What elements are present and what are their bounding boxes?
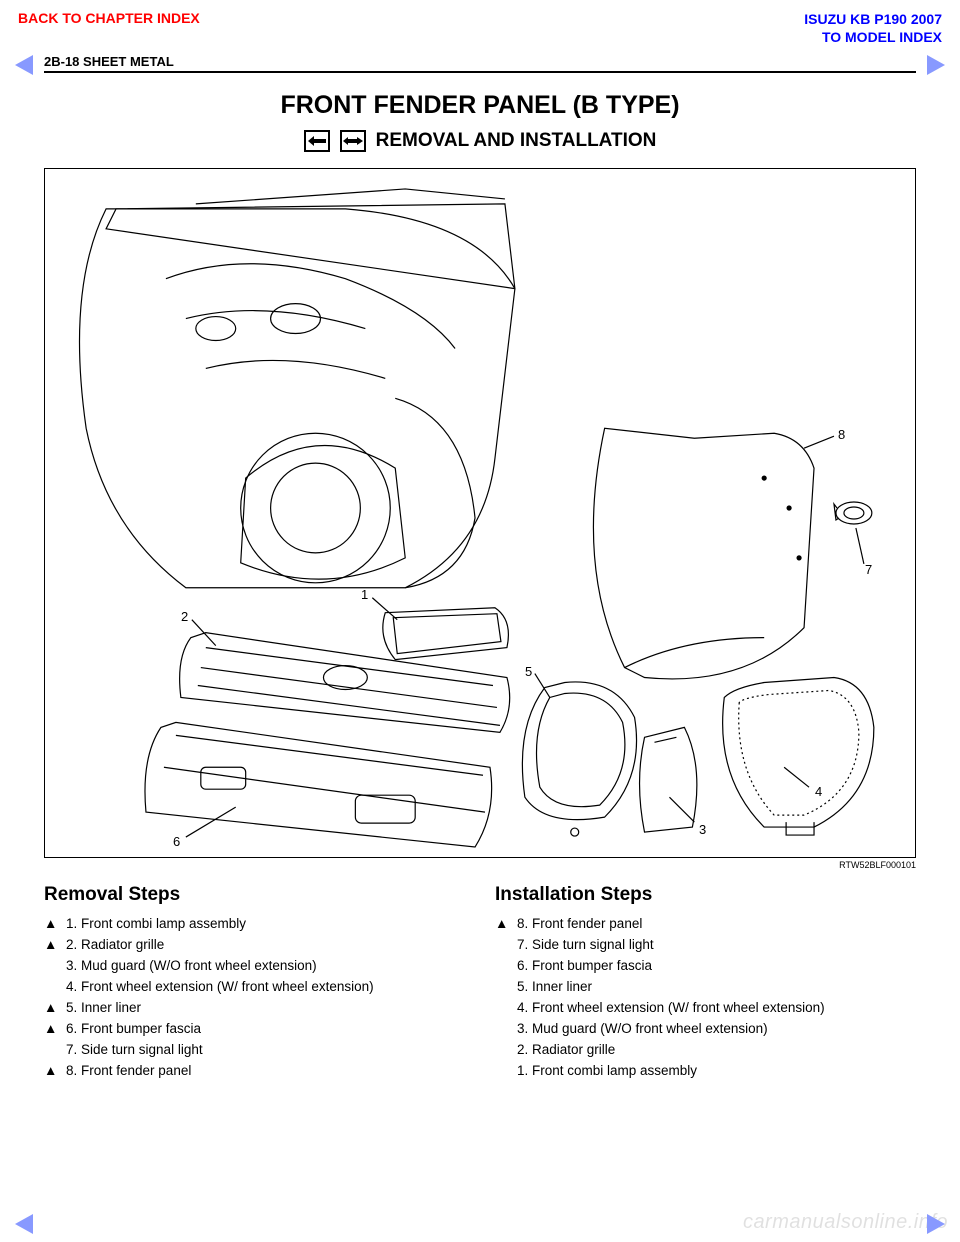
triangle-marker-icon: ▲	[44, 1061, 66, 1082]
callout-4: 4	[815, 784, 822, 799]
exploded-diagram: 1 2 3 4 5 6 7 8	[44, 168, 916, 858]
triangle-marker-icon: ▲	[495, 914, 517, 935]
removal-step-text: 2. Radiator grille	[66, 935, 465, 956]
callout-6: 6	[173, 834, 180, 849]
triangle-marker-icon	[44, 977, 66, 998]
callout-2: 2	[181, 609, 188, 624]
installation-step: ▲8. Front fender panel	[495, 914, 916, 935]
triangle-marker-icon: ▲	[44, 1019, 66, 1040]
removal-step: ▲8. Front fender panel	[44, 1061, 465, 1082]
installation-title: Installation Steps	[495, 884, 916, 906]
triangle-marker-icon	[495, 956, 517, 977]
callout-1: 1	[361, 587, 368, 602]
installation-step-text: 8. Front fender panel	[517, 914, 916, 935]
removal-step-text: 3. Mud guard (W/O front wheel extension)	[66, 956, 465, 977]
installation-step: 6. Front bumper fascia	[495, 956, 916, 977]
page-title: FRONT FENDER PANEL (B TYPE)	[0, 91, 960, 120]
prev-page-bottom-arrow-icon[interactable]	[15, 1214, 33, 1234]
installation-step-text: 2. Radiator grille	[517, 1040, 916, 1061]
callout-8: 8	[838, 427, 845, 442]
callout-7: 7	[865, 562, 872, 577]
installation-icon	[340, 130, 366, 152]
installation-step: 1. Front combi lamp assembly	[495, 1061, 916, 1082]
removal-steps-section: Removal Steps ▲1. Front combi lamp assem…	[44, 884, 465, 1081]
removal-icon	[304, 130, 330, 152]
section-subtitle: REMOVAL AND INSTALLATION	[376, 130, 657, 152]
removal-step: ▲1. Front combi lamp assembly	[44, 914, 465, 935]
installation-step: 4. Front wheel extension (W/ front wheel…	[495, 998, 916, 1019]
triangle-marker-icon: ▲	[44, 914, 66, 935]
to-model-index-link[interactable]: TO MODEL INDEX	[804, 28, 942, 46]
prev-page-arrow-icon[interactable]	[15, 55, 33, 75]
removal-step: 3. Mud guard (W/O front wheel extension)	[44, 956, 465, 977]
removal-step-text: 5. Inner liner	[66, 998, 465, 1019]
installation-step: 5. Inner liner	[495, 977, 916, 998]
removal-step-text: 4. Front wheel extension (W/ front wheel…	[66, 977, 465, 998]
figure-reference: RTW52BLF000101	[0, 860, 916, 870]
removal-step: ▲2. Radiator grille	[44, 935, 465, 956]
triangle-marker-icon	[495, 977, 517, 998]
callout-3: 3	[699, 822, 706, 837]
installation-step: 2. Radiator grille	[495, 1040, 916, 1061]
removal-title: Removal Steps	[44, 884, 465, 906]
removal-step: 7. Side turn signal light	[44, 1040, 465, 1061]
next-page-arrow-icon[interactable]	[927, 55, 945, 75]
removal-step: 4. Front wheel extension (W/ front wheel…	[44, 977, 465, 998]
triangle-marker-icon	[44, 956, 66, 977]
installation-step-text: 3. Mud guard (W/O front wheel extension)	[517, 1019, 916, 1040]
removal-step: ▲5. Inner liner	[44, 998, 465, 1019]
triangle-marker-icon	[495, 1061, 517, 1082]
triangle-marker-icon	[495, 998, 517, 1019]
installation-step-text: 7. Side turn signal light	[517, 935, 916, 956]
triangle-marker-icon	[495, 935, 517, 956]
removal-step-text: 8. Front fender panel	[66, 1061, 465, 1082]
removal-step-text: 6. Front bumper fascia	[66, 1019, 465, 1040]
removal-step-text: 1. Front combi lamp assembly	[66, 914, 465, 935]
installation-step-text: 1. Front combi lamp assembly	[517, 1061, 916, 1082]
model-link[interactable]: ISUZU KB P190 2007	[804, 10, 942, 28]
removal-step: ▲6. Front bumper fascia	[44, 1019, 465, 1040]
triangle-marker-icon	[495, 1040, 517, 1061]
triangle-marker-icon	[495, 1019, 517, 1040]
triangle-marker-icon: ▲	[44, 998, 66, 1019]
callout-5: 5	[525, 664, 532, 679]
installation-step: 3. Mud guard (W/O front wheel extension)	[495, 1019, 916, 1040]
installation-steps-section: Installation Steps ▲8. Front fender pane…	[495, 884, 916, 1081]
installation-step-text: 6. Front bumper fascia	[517, 956, 916, 977]
next-page-bottom-arrow-icon[interactable]	[927, 1214, 945, 1234]
triangle-marker-icon	[44, 1040, 66, 1061]
triangle-marker-icon: ▲	[44, 935, 66, 956]
removal-step-text: 7. Side turn signal light	[66, 1040, 465, 1061]
installation-step: 7. Side turn signal light	[495, 935, 916, 956]
installation-step-text: 5. Inner liner	[517, 977, 916, 998]
installation-step-text: 4. Front wheel extension (W/ front wheel…	[517, 998, 916, 1019]
back-to-chapter-link[interactable]: BACK TO CHAPTER INDEX	[18, 10, 200, 46]
